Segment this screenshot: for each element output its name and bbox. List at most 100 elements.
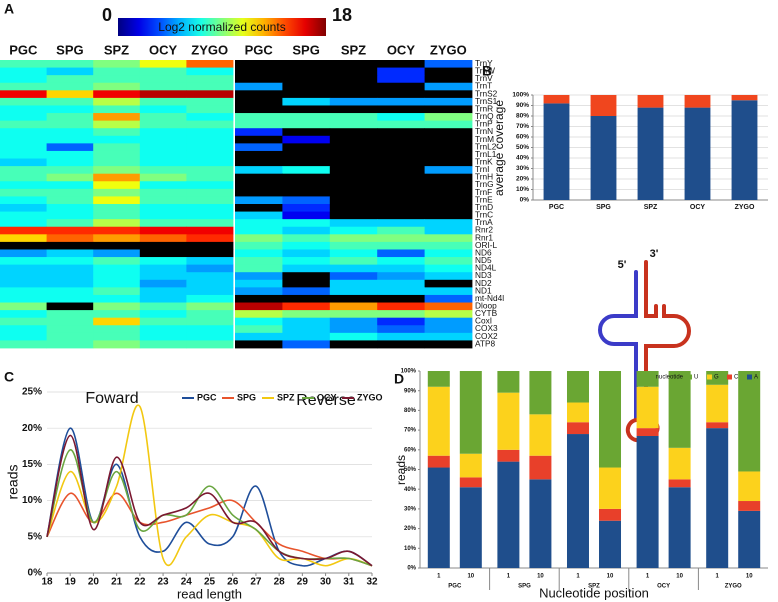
empty-cell	[424, 196, 473, 205]
heat-cell	[282, 325, 331, 334]
bar-segment	[427, 467, 450, 568]
heat-cell	[0, 97, 47, 106]
y-tick-label: 10%	[516, 186, 529, 193]
heat-cell	[0, 60, 47, 68]
row-label: TrnQ	[475, 111, 494, 121]
bar-segment	[529, 455, 552, 480]
heat-cell	[424, 332, 473, 341]
bar-segment	[738, 501, 761, 511]
x-tick-label: SPG	[596, 204, 611, 211]
x-tick-label: 27	[250, 577, 262, 588]
heat-cell	[282, 211, 331, 220]
heat-cell	[93, 279, 141, 288]
bar-segment	[599, 371, 622, 468]
heat-cell	[186, 317, 234, 326]
heat-cell	[186, 150, 234, 159]
heat-cell	[235, 272, 283, 281]
x-tick-label: 18	[41, 577, 53, 588]
heat-cell	[139, 166, 187, 175]
heat-cell	[139, 105, 187, 114]
group-label: OCY	[657, 584, 670, 590]
heat-cell	[46, 120, 94, 129]
empty-cell	[424, 143, 473, 152]
heat-cell	[235, 257, 283, 266]
heat-cell	[186, 310, 234, 319]
colorbar-label: Log2 normalized counts	[158, 20, 285, 34]
row-label: mt-Nd4l	[475, 293, 504, 303]
y-tick-label: 40%	[516, 155, 529, 162]
heat-cell	[139, 340, 187, 349]
x-tick-label: 1	[716, 574, 720, 580]
empty-cell	[424, 135, 473, 144]
heat-cell	[235, 234, 283, 243]
heat-cell	[46, 135, 94, 144]
bar-segment	[566, 434, 589, 568]
empty-cell	[282, 158, 331, 167]
three-prime-label: 3'	[650, 248, 659, 260]
heat-cell	[139, 188, 187, 197]
empty-cell	[235, 294, 283, 303]
heat-cell	[329, 257, 378, 266]
heat-cell	[186, 173, 234, 182]
row-label: TrnD	[475, 202, 493, 212]
heat-cell	[235, 317, 283, 326]
heat-cell	[93, 188, 141, 197]
heat-cell	[329, 332, 378, 341]
heat-cell	[377, 302, 425, 311]
x-tick-label: 28	[274, 577, 286, 588]
heat-cell	[377, 325, 425, 334]
bar-segment	[636, 436, 659, 568]
empty-cell	[329, 60, 378, 68]
empty-cell	[329, 196, 378, 205]
x-tick-label: 1	[646, 574, 650, 580]
bar-segment	[459, 371, 482, 454]
y-tick-label: 100%	[401, 369, 417, 375]
heat-cell	[377, 120, 425, 129]
heat-cell	[377, 287, 425, 296]
heat-cell	[139, 90, 187, 99]
heat-cell	[282, 226, 331, 235]
empty-cell	[377, 158, 425, 167]
row-label: TrnL2	[475, 141, 497, 151]
heat-cell	[329, 219, 378, 228]
heat-cell	[377, 279, 425, 288]
heat-cell	[329, 279, 378, 288]
heat-cell	[424, 166, 473, 175]
bar-segment	[566, 422, 589, 435]
heat-cell	[235, 196, 283, 205]
bar-segment	[731, 100, 758, 200]
heat-cell	[186, 340, 234, 349]
heat-cell	[0, 219, 47, 228]
heat-cell	[93, 219, 141, 228]
column-label: OCY	[387, 42, 416, 57]
legend-label: SPZ	[277, 392, 295, 402]
row-label: TrnM	[475, 134, 494, 144]
heat-cell	[0, 82, 47, 91]
heat-cell	[0, 188, 47, 197]
heat-cell	[46, 294, 94, 303]
heat-cell	[377, 264, 425, 273]
row-label: COX2	[475, 331, 498, 341]
heat-cell	[139, 150, 187, 159]
legend-swatch	[727, 374, 732, 380]
bar-segment	[706, 422, 729, 429]
heat-cell	[0, 294, 47, 303]
empty-cell	[282, 173, 331, 182]
heat-cell	[329, 113, 378, 122]
x-tick-label: 20	[88, 577, 100, 588]
x-tick-label: 21	[111, 577, 123, 588]
heat-cell	[93, 166, 141, 175]
heat-cell	[235, 325, 283, 334]
bar-segment	[668, 447, 691, 480]
heat-cell	[0, 264, 47, 273]
bar-segment	[497, 371, 520, 393]
heat-cell	[235, 166, 283, 175]
heat-cell	[139, 264, 187, 273]
heat-cell	[186, 128, 234, 137]
empty-cell	[329, 135, 378, 144]
heat-cell	[329, 310, 378, 319]
panel-label: A	[4, 1, 14, 17]
empty-cell	[377, 196, 425, 205]
heat-cell	[46, 82, 94, 91]
empty-cell	[424, 67, 473, 76]
